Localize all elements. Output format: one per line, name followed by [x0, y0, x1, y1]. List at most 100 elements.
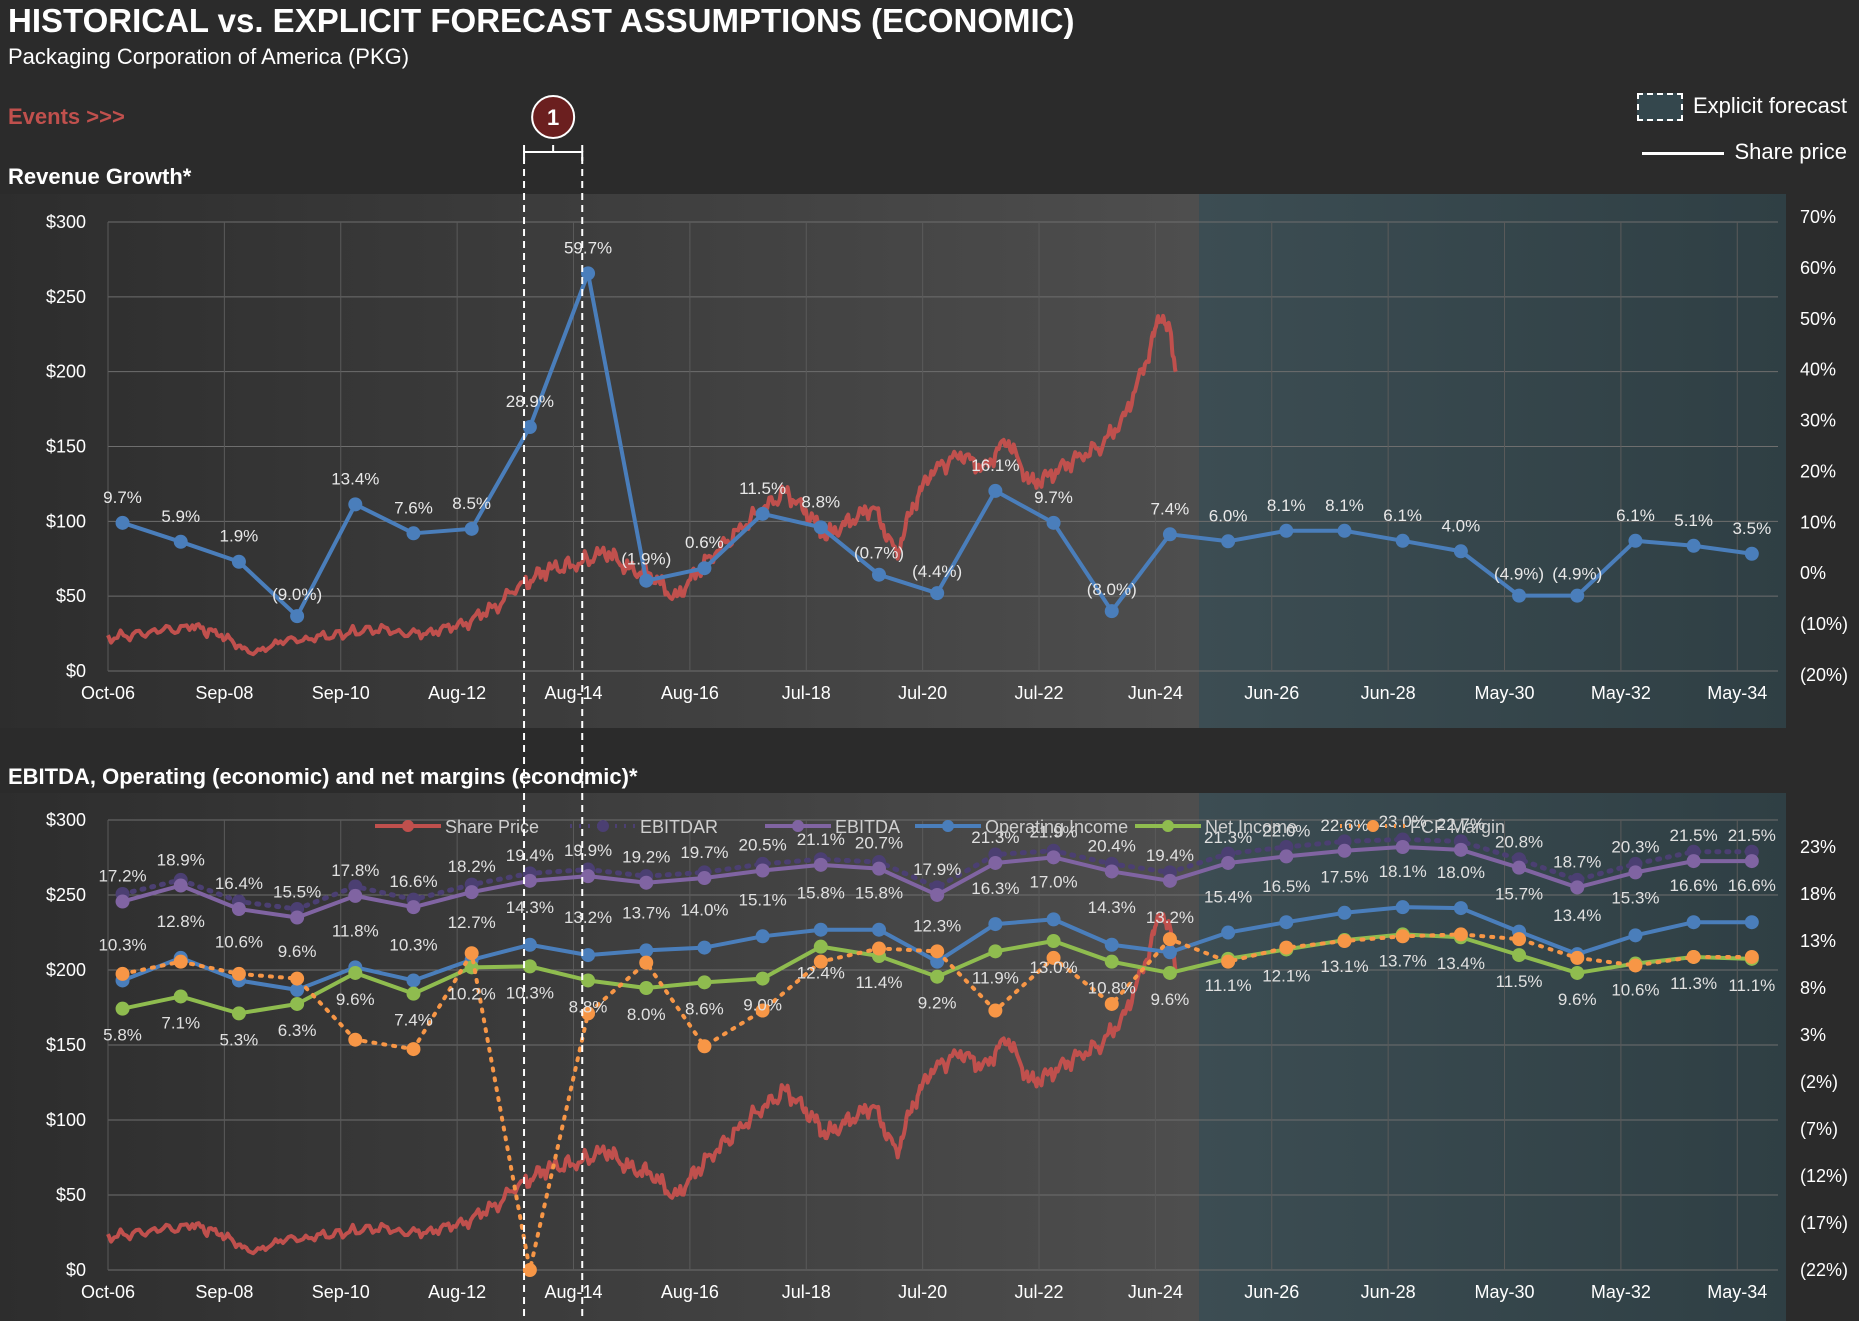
operating-income-point: [581, 948, 596, 963]
fcf-point: [1453, 927, 1468, 942]
y-left-tick-label: $0: [66, 661, 86, 681]
x-tick-label: Jul-20: [898, 1282, 947, 1302]
operating-income-point: [1162, 945, 1177, 960]
revenue-growth-point: [813, 520, 828, 535]
net-income-data-label: 11.1%: [1205, 976, 1252, 995]
x-tick-label: Aug-14: [544, 683, 602, 703]
net-income-point: [988, 944, 1003, 959]
revenue-growth-data-label: (4.9%): [1494, 565, 1544, 584]
fcf-margin-data-label: 16.5%: [1262, 877, 1310, 896]
events-label[interactable]: Events >>>: [8, 104, 125, 129]
x-tick-label: May-34: [1707, 1282, 1767, 1302]
legend-entry: Net Income: [1205, 817, 1297, 837]
fcf-margin-data-label: 13.7%: [622, 903, 670, 922]
revenue-growth-point: [115, 515, 130, 530]
y-right-tick-label: 23%: [1800, 837, 1836, 857]
y-right-tick-label: 20%: [1800, 461, 1836, 481]
net-income-data-label: 10.6%: [1611, 981, 1659, 1000]
legend-entry: Share Price: [445, 817, 539, 837]
historical-region: [0, 793, 1200, 1321]
revenue-growth-data-label: 13.4%: [331, 469, 379, 488]
revenue-growth-data-label: 8.8%: [801, 492, 840, 511]
net-income-data-label: 13.4%: [1437, 954, 1485, 973]
fcf-point: [231, 966, 246, 981]
fcf-point: [406, 1042, 421, 1057]
x-tick-label: Jun-28: [1361, 1282, 1416, 1302]
revenue-growth-point: [173, 534, 188, 549]
revenue-growth-data-label: 8.5%: [452, 494, 491, 513]
y-left-tick-label: $50: [56, 586, 86, 606]
net-income-point: [290, 996, 305, 1011]
ebitda-point: [231, 902, 246, 917]
fcf-margin-data-label: 11.8%: [332, 921, 379, 940]
ebitda-point: [1395, 840, 1410, 854]
ebitda-point: [522, 873, 537, 888]
net-income-data-label: 11.3%: [1670, 974, 1717, 993]
x-tick-label: Jul-18: [782, 1282, 831, 1302]
net-income-data-label: 6.3%: [278, 1021, 317, 1040]
y-left-tick-label: $300: [46, 810, 86, 830]
revenue-growth-data-label: 6.1%: [1616, 506, 1655, 525]
fcf-point: [173, 954, 188, 969]
ebitda-point: [115, 894, 130, 909]
net-income-point: [581, 973, 596, 988]
revenue-growth-data-label: 3.5%: [1732, 519, 1771, 538]
fcf-point: [1221, 954, 1236, 969]
ebitda-point: [1104, 864, 1119, 879]
fcf-point: [1686, 949, 1701, 964]
revenue-growth-point: [930, 586, 945, 601]
fcf-margin-data-label: 10.6%: [215, 933, 263, 952]
legend-entry: Operating Income: [985, 817, 1128, 837]
fcf-point: [639, 955, 654, 970]
net-income-data-label: 11.4%: [856, 973, 903, 992]
net-income-point: [697, 975, 712, 990]
revenue-growth-point: [290, 609, 305, 624]
revenue-growth-point: [755, 506, 770, 521]
revenue-growth-point: [581, 266, 596, 281]
ebitda-data-label: 16.6%: [389, 872, 437, 891]
net-income-data-label: 9.6%: [1558, 990, 1597, 1009]
x-tick-label: Jun-24: [1128, 1282, 1183, 1302]
revenue-growth-point: [1337, 523, 1352, 538]
ebitda-point: [1046, 850, 1061, 865]
y-left-tick-label: $250: [46, 287, 86, 307]
revenue-growth-point: [348, 497, 363, 512]
fcf-margin-data-label: 12.7%: [448, 913, 496, 932]
ebitda-data-label: 19.4%: [1146, 846, 1194, 865]
net-income-data-label: 10.3%: [506, 983, 554, 1002]
operating-income-point: [1686, 915, 1701, 930]
share-price-swatch: [1642, 151, 1725, 155]
y-right-tick-label: (12%): [1800, 1166, 1848, 1186]
revenue-growth-data-label: 5.9%: [161, 507, 200, 526]
legend-forecast-label: Explicit forecast: [1692, 93, 1847, 118]
event-marker-circle: [531, 95, 576, 139]
ebitda-point: [1221, 855, 1236, 870]
net-income-point: [1046, 934, 1061, 948]
x-tick-label: Aug-14: [544, 1282, 602, 1302]
y-right-tick-label: 8%: [1800, 978, 1826, 998]
ebitda-data-label: 20.7%: [855, 834, 903, 853]
ebitda-data-label: 22.7%: [1437, 815, 1485, 834]
fcf-point: [290, 971, 305, 986]
legend-marker: [1162, 820, 1174, 832]
revenue-growth-point: [1686, 538, 1701, 553]
net-income-data-label: 5.3%: [220, 1030, 259, 1049]
fcf-margin-data-label: 14.3%: [1088, 898, 1136, 917]
revenue-growth-data-label: 16.1%: [971, 456, 1019, 475]
operating-income-point: [813, 922, 828, 937]
y-right-tick-label: 70%: [1800, 207, 1836, 227]
legend-marker: [942, 820, 954, 832]
net-income-data-label: 8.6%: [685, 999, 724, 1018]
revenue-growth-data-label: 6.0%: [1209, 506, 1248, 525]
revenue-growth-data-label: 11.5%: [739, 479, 786, 498]
net-income-point: [1162, 965, 1177, 980]
fcf-margin-data-label: 15.3%: [1611, 888, 1659, 907]
revenue-growth-data-label: 0.6%: [685, 533, 724, 552]
operating-income-point: [522, 937, 537, 952]
ebitda-data-label: 20.3%: [1611, 837, 1659, 856]
ebitda-point: [464, 885, 479, 900]
revenue-growth-point: [1162, 527, 1177, 542]
fcf-point: [697, 1039, 712, 1054]
ebitda-point: [1686, 854, 1701, 869]
fcf-margin-data-label: 15.1%: [739, 890, 787, 909]
